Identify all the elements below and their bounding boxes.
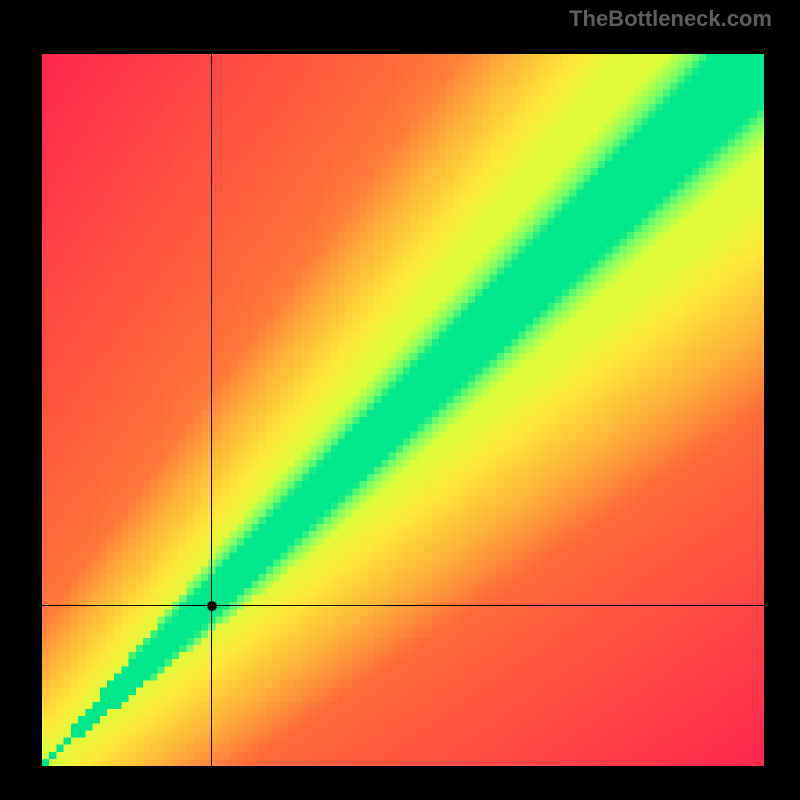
plot-border xyxy=(18,766,788,790)
plot-border xyxy=(18,30,42,790)
crosshair-marker xyxy=(207,601,217,611)
crosshair-vertical xyxy=(211,54,212,766)
bottleneck-heatmap xyxy=(42,54,764,766)
plot-border xyxy=(18,30,788,54)
watermark-text: TheBottleneck.com xyxy=(569,6,772,32)
plot-border xyxy=(764,30,788,790)
crosshair-horizontal xyxy=(42,605,764,606)
chart-container: TheBottleneck.com xyxy=(0,0,800,800)
